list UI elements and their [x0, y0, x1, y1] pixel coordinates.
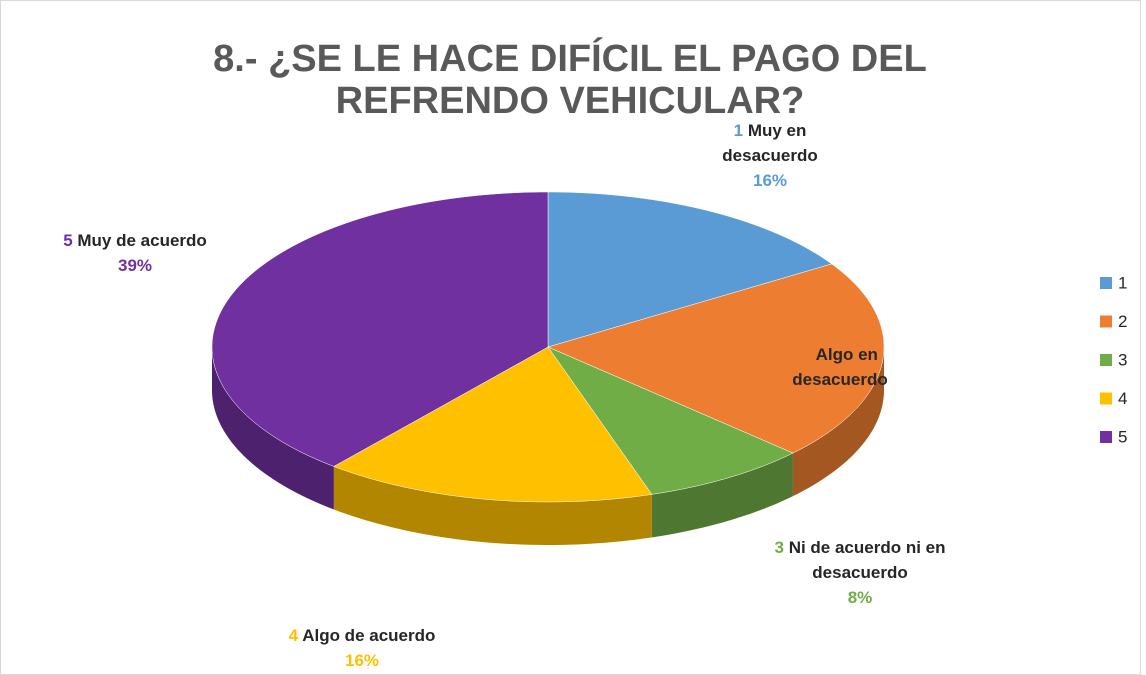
data-label-text: 2 Algo en desacuerdo	[765, 342, 915, 392]
legend-swatch	[1100, 354, 1112, 366]
chart-title: 8.- ¿SE LE HACE DIFÍCIL EL PAGO DEL REFR…	[213, 38, 927, 122]
legend-swatch	[1100, 315, 1112, 328]
pie-slice	[547, 346, 794, 495]
pie-side-shade	[792, 347, 884, 497]
legend-swatch	[1100, 277, 1112, 289]
legend-label: 1	[1118, 273, 1127, 292]
data-label-category: 5	[63, 231, 73, 250]
data-label-category: 2	[802, 345, 812, 364]
pie-slice	[333, 346, 653, 503]
data-label-category: 1	[733, 121, 744, 140]
data-label: 4 Algo de acuerdo 16%	[242, 623, 482, 673]
data-label-value: 39%	[117, 256, 153, 275]
data-label-value: 21%	[822, 395, 858, 414]
pie-side-shade	[333, 466, 652, 545]
data-label: 5 Muy de acuerdo 39%	[20, 228, 250, 278]
data-label-value: 8%	[847, 588, 873, 607]
pie-side	[333, 466, 652, 545]
pie-side	[792, 347, 884, 497]
data-label-description: Muy de acuerdo	[77, 231, 207, 250]
legend-label: 4	[1118, 389, 1127, 408]
data-label-text: 5 Muy de acuerdo	[20, 228, 250, 253]
data-label-value: 16%	[752, 171, 788, 190]
pie-slice	[211, 191, 549, 467]
legend-label: 5	[1118, 427, 1127, 446]
legend-label: 2	[1118, 312, 1127, 331]
data-label-description: Muy en desacuerdo	[722, 121, 818, 165]
legend-swatch	[1100, 431, 1112, 443]
data-label: 2 Algo en desacuerdo 21%	[765, 342, 915, 417]
legend-swatch	[1100, 392, 1112, 405]
data-label-text: 3 Ni de acuerdo ni en desacuerdo	[745, 535, 975, 585]
data-label-category: 3	[774, 538, 784, 557]
data-label-text: 1 Muy en desacuerdo	[685, 118, 855, 168]
pie-side	[212, 347, 334, 510]
data-label: 3 Ni de acuerdo ni en desacuerdo 8%	[745, 535, 975, 610]
data-label-description: Algo en desacuerdo	[792, 345, 888, 389]
data-label-category: 4	[288, 626, 299, 645]
data-label-value: 16%	[344, 651, 380, 670]
data-label: 1 Muy en desacuerdo 16%	[685, 118, 855, 193]
pie-side	[651, 453, 793, 538]
pie-side-shade	[651, 453, 793, 538]
pie-slice	[547, 191, 833, 348]
data-label-description: Algo de acuerdo	[302, 626, 436, 645]
data-label-text: 4 Algo de acuerdo	[242, 623, 482, 648]
legend-label: 3	[1118, 350, 1127, 369]
pie-side-shade	[212, 347, 334, 510]
data-label-description: Ni de acuerdo ni en desacuerdo	[788, 538, 946, 582]
pie-slice	[547, 263, 885, 454]
